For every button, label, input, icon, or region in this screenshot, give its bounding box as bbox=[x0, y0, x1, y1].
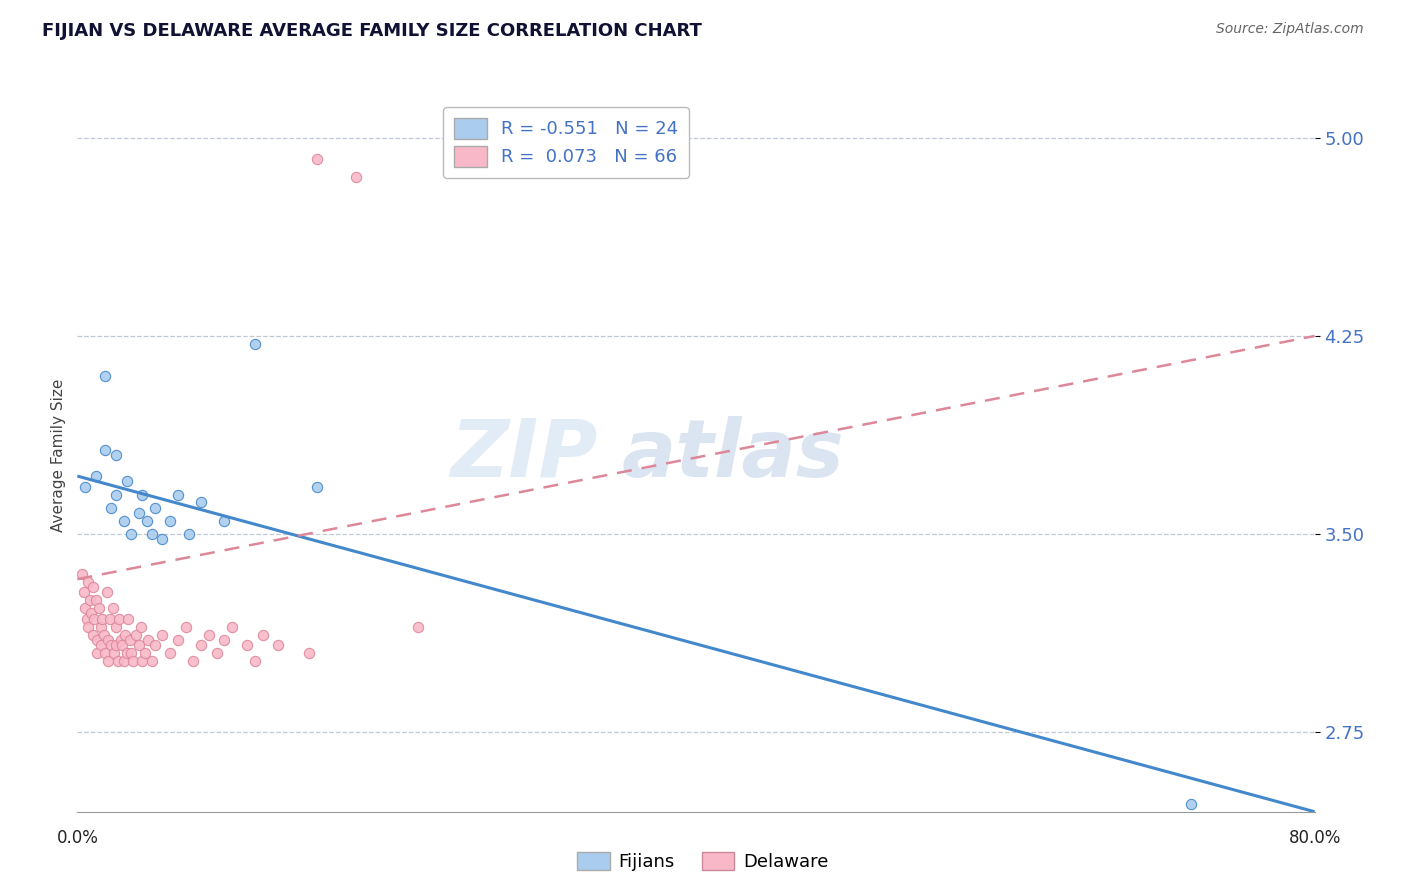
Point bbox=[107, 654, 129, 668]
Point bbox=[111, 638, 134, 652]
Point bbox=[114, 627, 136, 641]
Point bbox=[190, 495, 212, 509]
Point bbox=[82, 580, 104, 594]
Point bbox=[121, 646, 143, 660]
Point bbox=[100, 638, 122, 652]
Point bbox=[97, 632, 120, 647]
Point bbox=[84, 593, 107, 607]
Point bbox=[122, 654, 145, 668]
Point bbox=[112, 514, 135, 528]
Point bbox=[406, 620, 429, 634]
Text: 80.0%: 80.0% bbox=[1288, 829, 1341, 847]
Point bbox=[98, 612, 121, 626]
Point bbox=[93, 627, 115, 641]
Point bbox=[94, 442, 117, 457]
Point bbox=[105, 638, 127, 652]
Y-axis label: Average Family Size: Average Family Size bbox=[51, 378, 66, 532]
Legend: R = -0.551   N = 24, R =  0.073   N = 66: R = -0.551 N = 24, R = 0.073 N = 66 bbox=[443, 107, 689, 178]
Point bbox=[86, 646, 108, 660]
Point bbox=[198, 627, 221, 641]
Point bbox=[143, 638, 166, 652]
Point bbox=[105, 448, 127, 462]
Point bbox=[84, 469, 107, 483]
Point bbox=[110, 632, 132, 647]
Point bbox=[183, 654, 205, 668]
Point bbox=[87, 601, 110, 615]
Point bbox=[75, 601, 96, 615]
Point bbox=[76, 612, 98, 626]
Point bbox=[131, 487, 153, 501]
Point bbox=[105, 487, 127, 501]
Point bbox=[77, 620, 100, 634]
Point bbox=[159, 514, 181, 528]
Point bbox=[125, 627, 148, 641]
Point bbox=[115, 646, 138, 660]
Point bbox=[252, 627, 274, 641]
Point bbox=[174, 620, 197, 634]
Point bbox=[267, 638, 290, 652]
Point bbox=[97, 654, 120, 668]
Point bbox=[90, 638, 111, 652]
Point bbox=[245, 337, 267, 351]
Point bbox=[298, 646, 321, 660]
Point bbox=[1180, 797, 1202, 811]
Point bbox=[94, 646, 117, 660]
Text: 0.0%: 0.0% bbox=[56, 829, 98, 847]
Text: FIJIAN VS DELAWARE AVERAGE FAMILY SIZE CORRELATION CHART: FIJIAN VS DELAWARE AVERAGE FAMILY SIZE C… bbox=[42, 22, 702, 40]
Point bbox=[141, 527, 163, 541]
Point bbox=[118, 632, 141, 647]
Point bbox=[112, 654, 135, 668]
Point bbox=[79, 593, 101, 607]
Point bbox=[129, 620, 152, 634]
Point bbox=[143, 500, 166, 515]
Point bbox=[214, 632, 236, 647]
Point bbox=[121, 527, 143, 541]
Point bbox=[214, 514, 236, 528]
Point bbox=[159, 646, 181, 660]
Point bbox=[152, 627, 174, 641]
Point bbox=[72, 585, 94, 599]
Point bbox=[205, 646, 228, 660]
Point bbox=[90, 620, 111, 634]
Point bbox=[245, 654, 267, 668]
Point bbox=[307, 152, 329, 166]
Point bbox=[152, 533, 174, 547]
Text: ZIP: ZIP bbox=[450, 416, 598, 494]
Point bbox=[117, 612, 139, 626]
Point bbox=[236, 638, 259, 652]
Point bbox=[101, 601, 124, 615]
Point bbox=[82, 627, 104, 641]
Point bbox=[136, 514, 159, 528]
Point bbox=[103, 646, 125, 660]
Legend: Fijians, Delaware: Fijians, Delaware bbox=[569, 845, 837, 879]
Point bbox=[221, 620, 243, 634]
Point bbox=[115, 475, 138, 489]
Point bbox=[167, 632, 190, 647]
Point bbox=[128, 506, 150, 520]
Text: Source: ZipAtlas.com: Source: ZipAtlas.com bbox=[1216, 22, 1364, 37]
Point bbox=[77, 574, 100, 589]
Point bbox=[141, 654, 163, 668]
Point bbox=[86, 632, 108, 647]
Point bbox=[94, 368, 117, 383]
Point bbox=[128, 638, 150, 652]
Point bbox=[307, 480, 329, 494]
Point bbox=[177, 527, 200, 541]
Point bbox=[91, 612, 114, 626]
Point bbox=[70, 566, 93, 581]
Point bbox=[190, 638, 212, 652]
Point bbox=[108, 612, 131, 626]
Point bbox=[138, 632, 160, 647]
Point bbox=[75, 480, 96, 494]
Point bbox=[96, 585, 118, 599]
Point bbox=[167, 487, 190, 501]
Text: atlas: atlas bbox=[621, 416, 845, 494]
Point bbox=[131, 654, 153, 668]
Point bbox=[80, 607, 103, 621]
Point bbox=[83, 612, 105, 626]
Point bbox=[134, 646, 156, 660]
Point bbox=[100, 500, 122, 515]
Point bbox=[344, 170, 367, 185]
Point bbox=[105, 620, 127, 634]
